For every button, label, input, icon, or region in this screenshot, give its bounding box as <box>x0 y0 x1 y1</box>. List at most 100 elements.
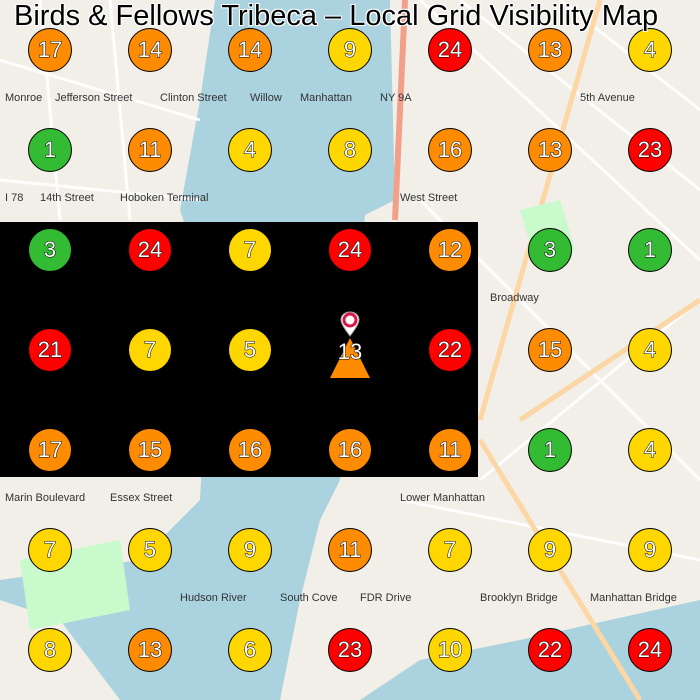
map-label: 14th Street <box>40 192 94 204</box>
grid-point-rank: 3 <box>543 237 557 262</box>
grid-point-rank: 12 <box>437 237 463 262</box>
grid-point[interactable]: 7 <box>228 228 272 272</box>
grid-point-rank: 1 <box>643 237 657 262</box>
grid-point-rank: 24 <box>137 237 163 262</box>
grid-point-rank: 22 <box>437 337 463 362</box>
map-label: West Street <box>400 192 458 204</box>
grid-point[interactable]: 23 <box>328 628 372 672</box>
grid-point-rank: 22 <box>537 637 563 662</box>
grid-point[interactable]: 11 <box>328 528 372 572</box>
map-label: Monroe <box>5 92 43 104</box>
grid-point[interactable]: 9 <box>628 528 672 572</box>
map-title: Birds & Fellows Tribeca – Local Grid Vis… <box>14 0 659 32</box>
grid-point-rank: 13 <box>137 637 163 662</box>
grid-point[interactable]: 24 <box>128 228 172 272</box>
grid-point[interactable]: 15 <box>128 428 172 472</box>
grid-point-rank: 16 <box>337 437 363 462</box>
grid-point[interactable]: 4 <box>628 328 672 372</box>
map-label: Hoboken Terminal <box>120 192 209 204</box>
grid-point[interactable]: 9 <box>528 528 572 572</box>
grid-point[interactable]: 12 <box>428 228 472 272</box>
grid-point[interactable]: 16 <box>228 428 272 472</box>
map-label: Broadway <box>490 292 539 304</box>
grid-point[interactable]: 3 <box>528 228 572 272</box>
grid-point[interactable]: 22 <box>428 328 472 372</box>
grid-point-rank: 14 <box>237 37 263 62</box>
grid-point-rank: 7 <box>443 537 457 562</box>
grid-point[interactable]: 13 <box>128 628 172 672</box>
grid-point-rank: 17 <box>37 437 63 462</box>
map-label: Manhattan <box>300 92 352 104</box>
grid-point-rank: 9 <box>543 537 557 562</box>
map-label: Brooklyn Bridge <box>480 592 558 604</box>
grid-point[interactable]: 5 <box>128 528 172 572</box>
grid-point[interactable]: 21 <box>28 328 72 372</box>
grid-point[interactable]: 14 <box>128 28 172 72</box>
grid-point[interactable]: 9 <box>328 28 372 72</box>
map-label: 5th Avenue <box>580 92 635 104</box>
grid-point[interactable]: 4 <box>628 28 672 72</box>
grid-point-rank: 7 <box>43 537 57 562</box>
grid-point[interactable]: 7 <box>28 528 72 572</box>
grid-point[interactable]: 3 <box>28 228 72 272</box>
grid-point-rank: 11 <box>438 437 462 462</box>
grid-point[interactable]: 14 <box>228 28 272 72</box>
map-label: Manhattan Bridge <box>590 592 677 604</box>
grid-point-rank: 13 <box>537 137 563 162</box>
grid-point[interactable]: 4 <box>228 128 272 172</box>
grid-point[interactable]: 8 <box>28 628 72 672</box>
grid-point[interactable]: 16 <box>428 128 472 172</box>
grid-point[interactable]: 6 <box>228 628 272 672</box>
grid-point-rank: 17 <box>37 37 63 62</box>
grid-point[interactable]: 5 <box>228 328 272 372</box>
grid-point-rank: 13 <box>537 37 563 62</box>
grid-point-rank: 16 <box>237 437 263 462</box>
grid-point[interactable]: 9 <box>228 528 272 572</box>
location-pin-icon[interactable] <box>338 310 362 340</box>
map-label: FDR Drive <box>360 592 412 604</box>
grid-point-rank: 1 <box>43 137 57 162</box>
grid-point[interactable]: 11 <box>128 128 172 172</box>
grid-point-rank: 4 <box>643 37 657 62</box>
grid-point[interactable]: 24 <box>328 228 372 272</box>
grid-point[interactable]: 16 <box>328 428 372 472</box>
grid-point-rank: 5 <box>143 537 157 562</box>
map-label: Essex Street <box>110 492 173 504</box>
grid-point-rank: 11 <box>138 137 162 162</box>
grid-point-rank: 21 <box>37 337 63 362</box>
grid-point-rank: 9 <box>343 37 357 62</box>
grid-point[interactable]: 15 <box>528 328 572 372</box>
grid-point[interactable]: 13 <box>528 28 572 72</box>
grid-point[interactable]: 11 <box>428 428 472 472</box>
grid-point-rank: 24 <box>337 237 363 262</box>
map-label: I 78 <box>5 192 24 204</box>
map-label: South Cove <box>280 592 338 604</box>
grid-point-rank: 4 <box>643 337 657 362</box>
grid-point-rank: 24 <box>637 637 663 662</box>
grid-point[interactable]: 13 <box>528 128 572 172</box>
grid-point-rank: 23 <box>337 637 363 662</box>
grid-point[interactable]: 4 <box>628 428 672 472</box>
grid-point-rank: 8 <box>43 637 57 662</box>
grid-point-rank: 7 <box>143 337 157 362</box>
grid-point[interactable]: 7 <box>428 528 472 572</box>
grid-point[interactable]: 24 <box>428 28 472 72</box>
grid-point[interactable]: 17 <box>28 428 72 472</box>
grid-point[interactable]: 17 <box>28 28 72 72</box>
grid-point[interactable]: 22 <box>528 628 572 672</box>
map-label: Lower Manhattan <box>400 492 485 504</box>
grid-point[interactable]: 1 <box>628 228 672 272</box>
grid-point-rank: 9 <box>643 537 657 562</box>
grid-point[interactable]: 8 <box>328 128 372 172</box>
center-marker-triangle[interactable] <box>330 338 370 378</box>
grid-point-rank: 14 <box>137 37 163 62</box>
grid-point[interactable]: 1 <box>528 428 572 472</box>
grid-point[interactable]: 23 <box>628 128 672 172</box>
grid-point[interactable]: 10 <box>428 628 472 672</box>
map-label: Jefferson Street <box>55 92 133 104</box>
grid-point[interactable]: 24 <box>628 628 672 672</box>
grid-point[interactable]: 7 <box>128 328 172 372</box>
map-label: NY 9A <box>380 92 412 104</box>
grid-point-rank: 4 <box>643 437 657 462</box>
grid-point[interactable]: 1 <box>28 128 72 172</box>
